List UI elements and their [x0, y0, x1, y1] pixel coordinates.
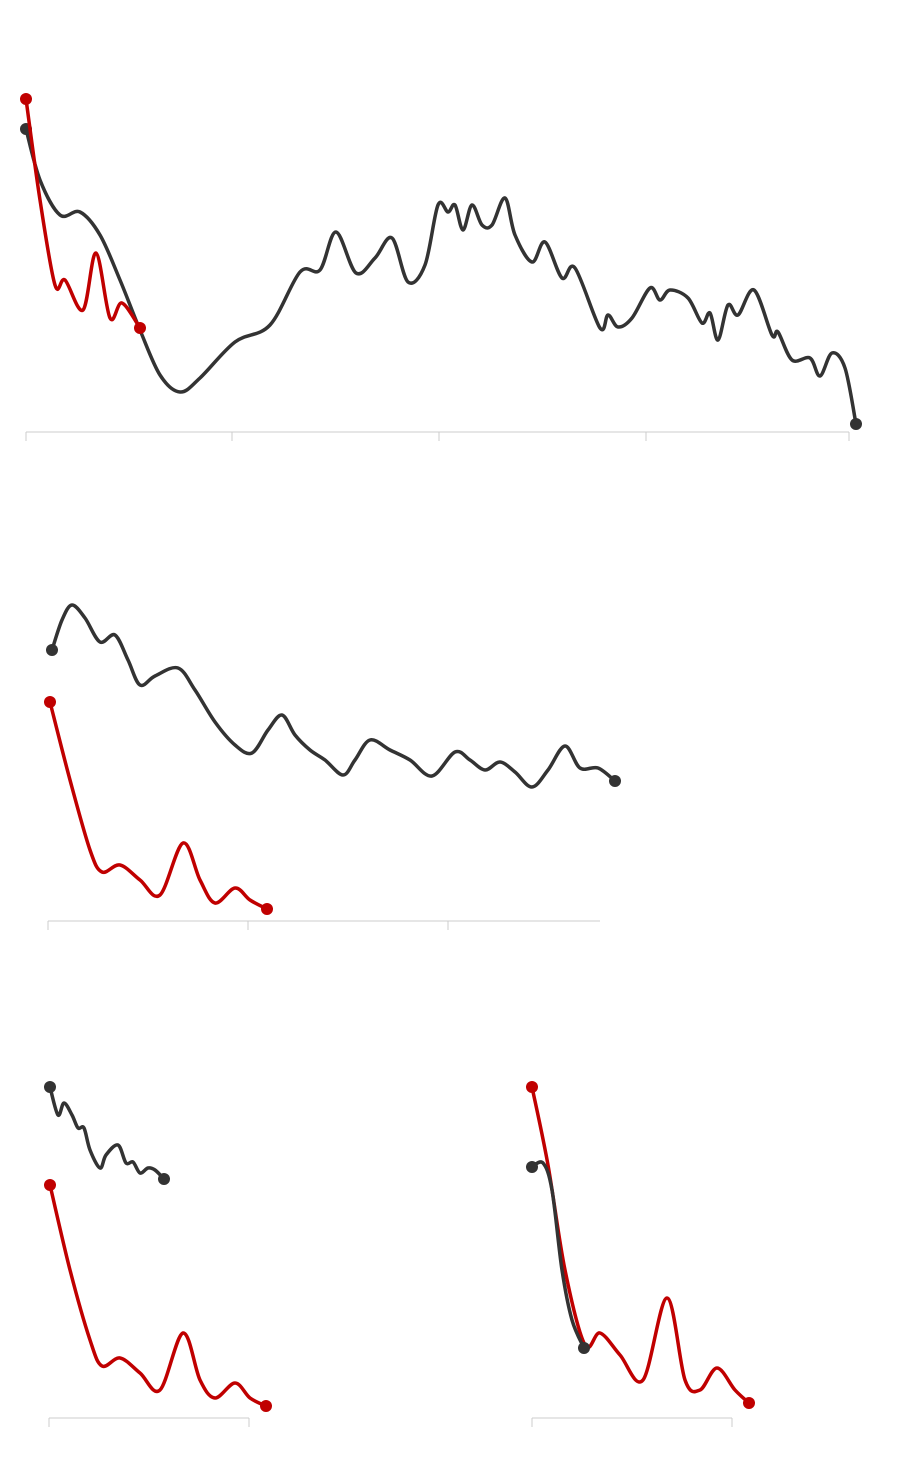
series-line	[48, 1183, 268, 1408]
end-dot	[44, 1081, 56, 1093]
series-line	[530, 1160, 586, 1350]
end-dot	[134, 322, 146, 334]
end-dot	[526, 1081, 538, 1093]
series-line	[48, 700, 269, 911]
end-dot	[578, 1342, 590, 1354]
end-dot	[44, 1179, 56, 1191]
end-dot	[260, 1400, 272, 1412]
series-line	[48, 1085, 166, 1181]
end-dot	[850, 418, 862, 430]
series-line	[24, 127, 858, 426]
end-dot	[158, 1173, 170, 1185]
end-dot	[743, 1397, 755, 1409]
end-dot	[46, 644, 58, 656]
end-dot	[20, 93, 32, 105]
end-dot	[44, 696, 56, 708]
end-dot	[609, 775, 621, 787]
series-line	[50, 603, 617, 789]
end-dot	[261, 903, 273, 915]
series-line	[24, 97, 142, 330]
end-dot	[526, 1161, 538, 1173]
series-line	[530, 1085, 751, 1405]
